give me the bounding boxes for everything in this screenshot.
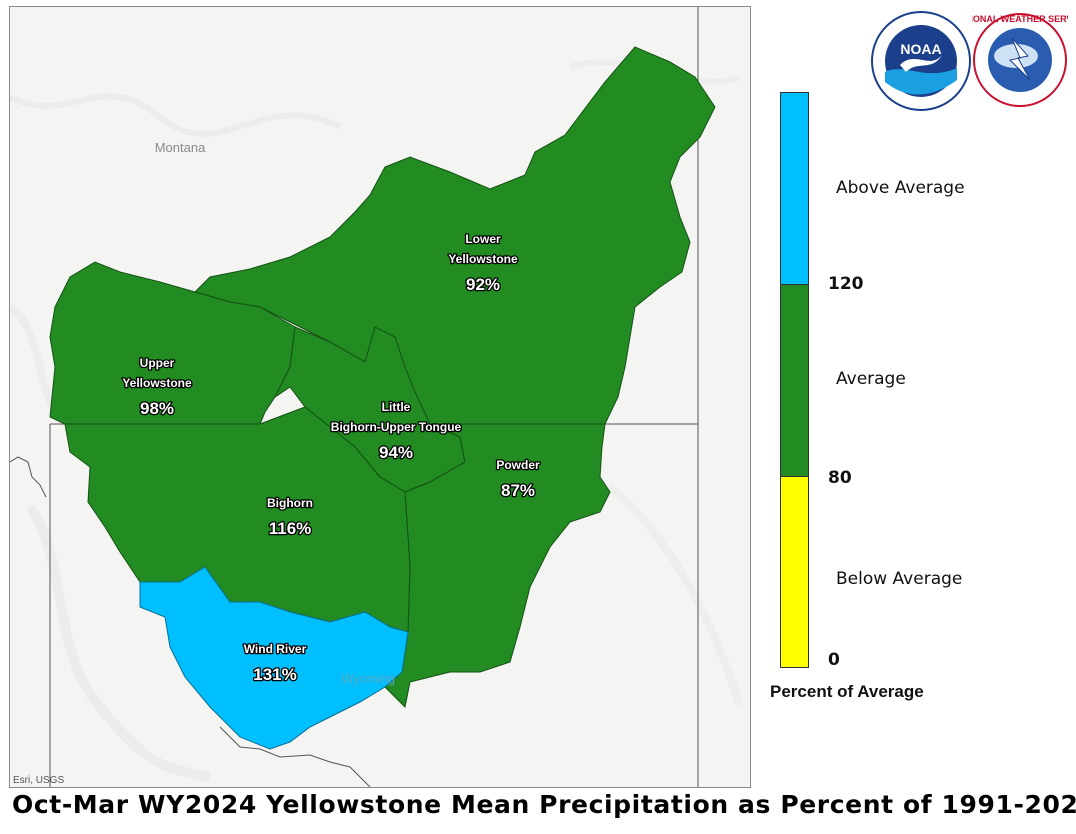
map-title: Oct-Mar WY2024 Yellowstone Mean Precipit…	[12, 790, 1076, 819]
legend-title: Percent of Average	[770, 682, 924, 701]
legend-label-average: Average	[836, 369, 906, 389]
basin-name-lower-yellowstone: Lower	[465, 232, 501, 246]
legend-tick-120: 120	[828, 274, 864, 294]
map-panel[interactable]: Montana Wyoming Lower Yellowstone 92% Up…	[9, 6, 751, 788]
basin-percent-powder: 87%	[501, 481, 535, 500]
basin-percent-wind-river: 131%	[253, 665, 296, 684]
basin-name-upper-yellowstone-2: Yellowstone	[122, 376, 192, 390]
basin-name-upper-yellowstone: Upper	[140, 356, 175, 370]
basin-percent-lower-yellowstone: 92%	[466, 275, 500, 294]
legend-tick-0: 0	[828, 650, 840, 670]
state-label-wyoming: Wyoming	[341, 671, 395, 686]
basin-wind-river[interactable]	[139, 566, 409, 750]
nws-logo-text: NATIONAL WEATHER SERVICE	[972, 14, 1068, 24]
legend-swatch-above-average	[780, 92, 809, 285]
legend-swatch-average	[780, 284, 809, 477]
basin-name-little-bighorn: Little	[382, 400, 411, 414]
state-label-montana: Montana	[155, 140, 206, 155]
legend-tick-80: 80	[828, 468, 852, 488]
legend-label-above-average: Above Average	[836, 178, 965, 198]
noaa-logo-text: NOAA	[900, 41, 941, 57]
basin-name-little-bighorn-2: Bighorn-Upper Tongue	[331, 420, 462, 434]
map-attribution: Esri, USGS	[13, 775, 65, 786]
basin-name-wind-river: Wind River	[244, 642, 307, 656]
noaa-logo: NOAA	[871, 11, 971, 111]
basin-map[interactable]: Montana Wyoming Lower Yellowstone 92% Up…	[10, 7, 750, 787]
basin-powder[interactable]	[384, 423, 611, 709]
basin-percent-little-bighorn: 94%	[379, 443, 413, 462]
basin-percent-upper-yellowstone: 98%	[140, 399, 174, 418]
basin-name-powder: Powder	[496, 458, 540, 472]
nws-logo: NATIONAL WEATHER SERVICE	[972, 13, 1068, 107]
basin-name-lower-yellowstone-2: Yellowstone	[448, 252, 518, 266]
legend-swatch-below-average	[780, 476, 809, 668]
basin-name-bighorn: Bighorn	[267, 496, 313, 510]
legend-label-below-average: Below Average	[836, 569, 963, 589]
basin-percent-bighorn: 116%	[269, 519, 312, 538]
